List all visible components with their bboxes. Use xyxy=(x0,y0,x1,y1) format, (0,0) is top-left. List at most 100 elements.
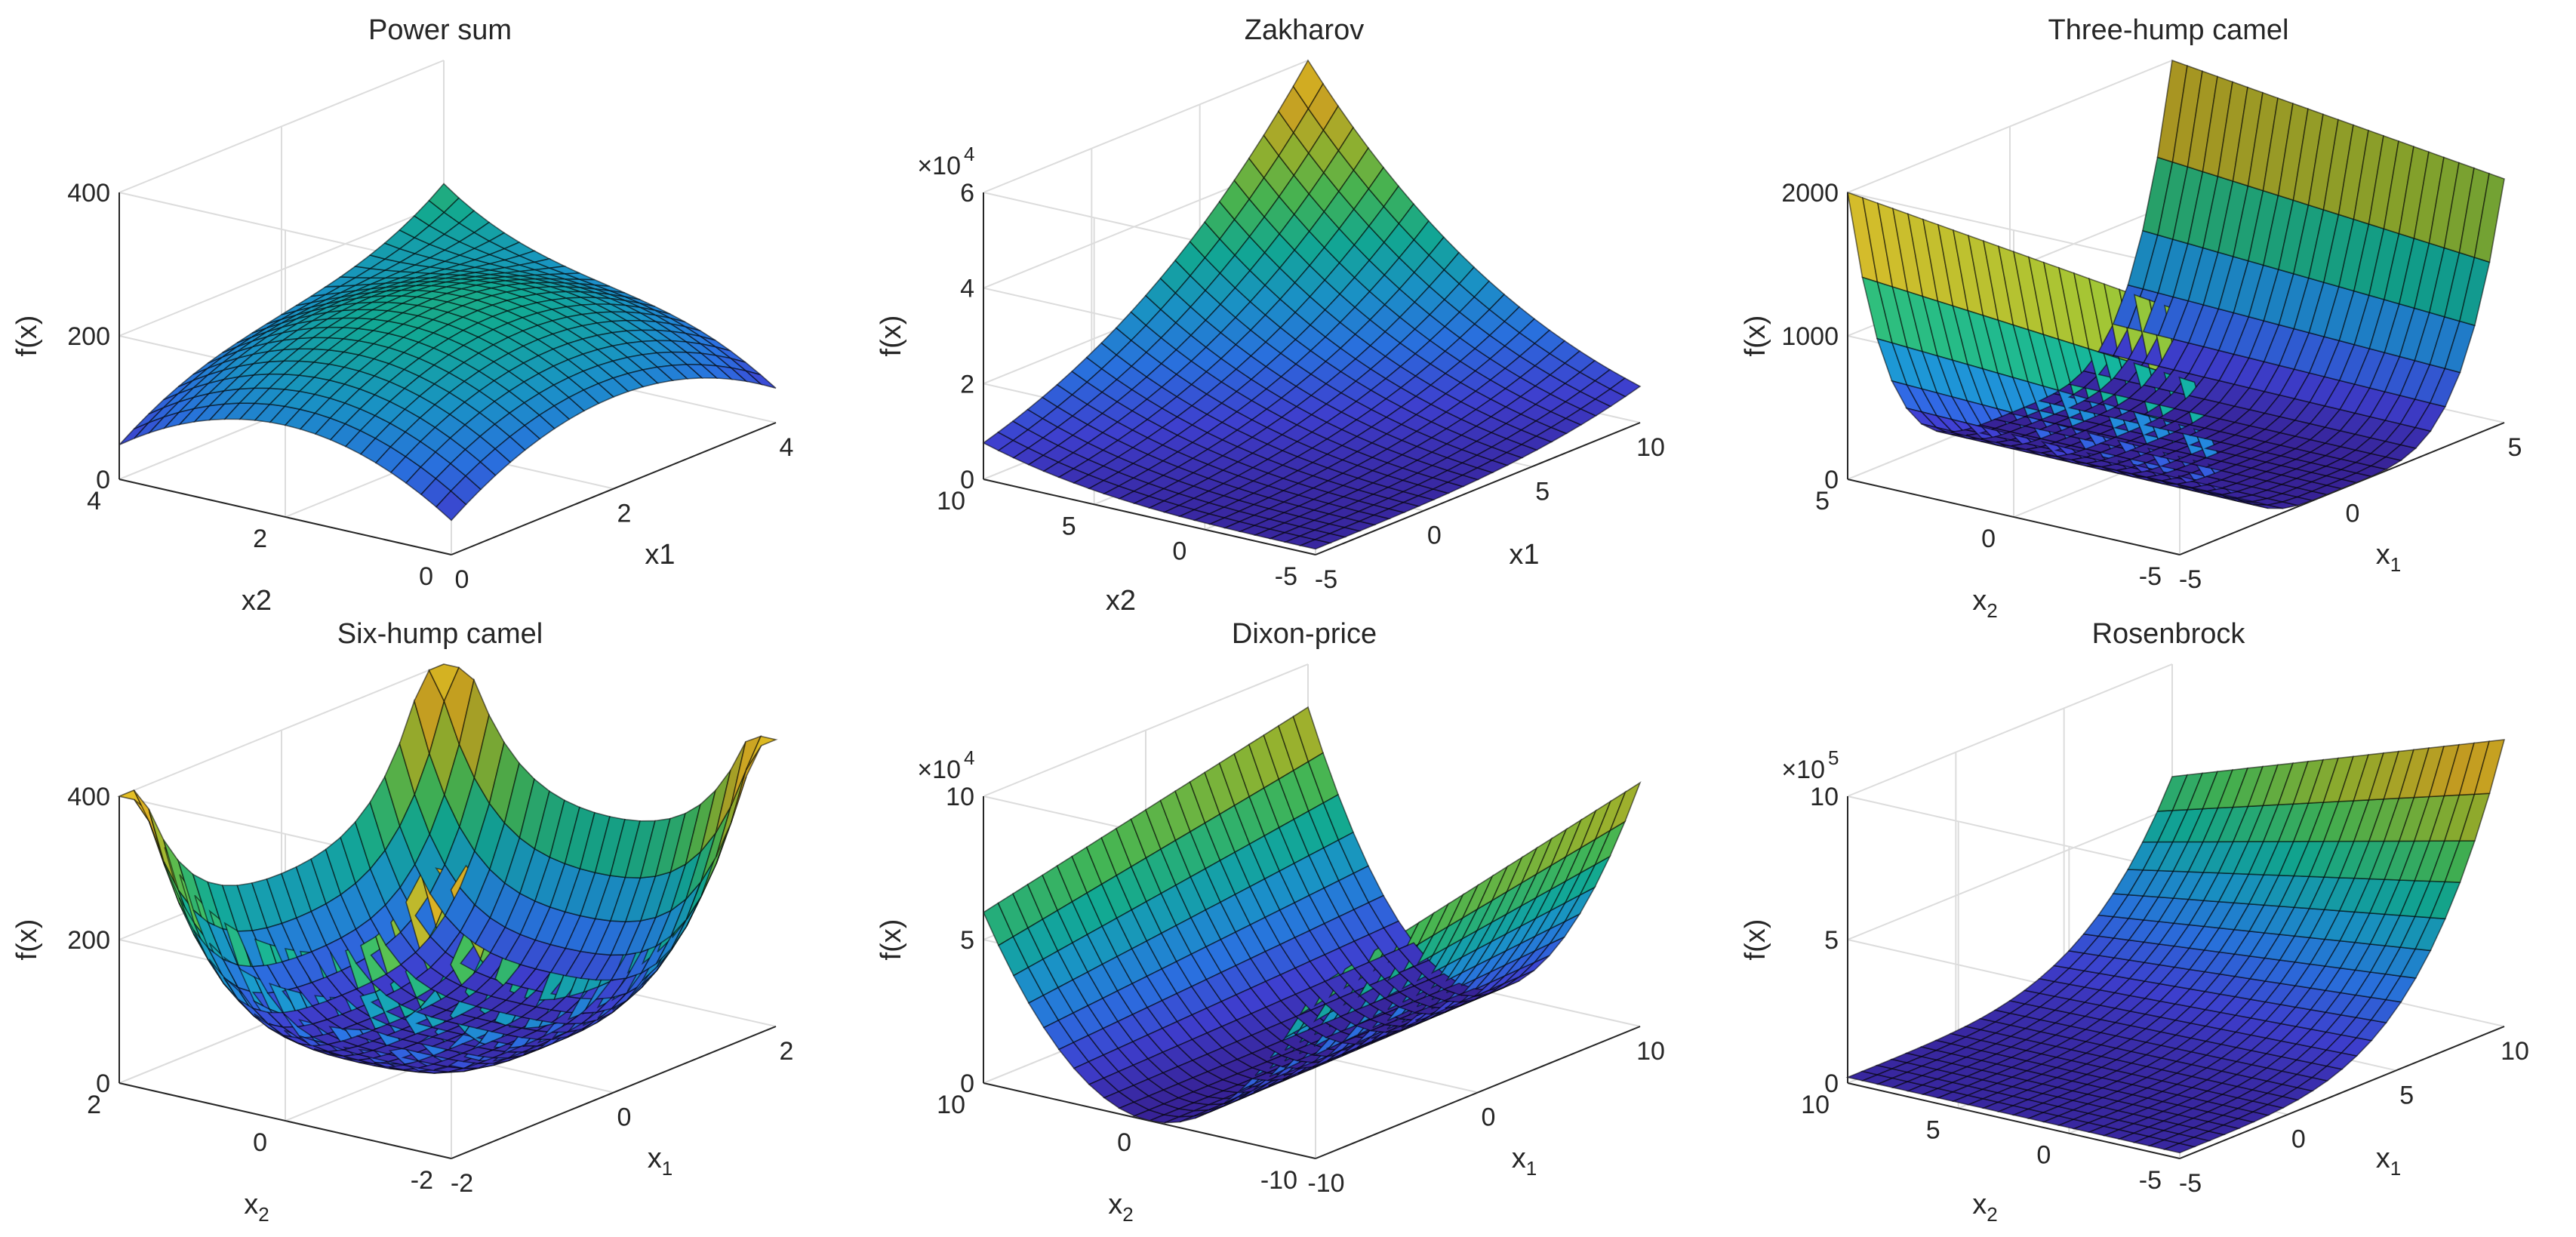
x-tick-label: 0 xyxy=(1427,522,1442,550)
y-tick-label: 2 xyxy=(87,1091,101,1119)
chart-title: Power sum xyxy=(368,14,512,46)
y-axis-label: x2 xyxy=(1972,1189,1997,1226)
z-tick-label: 200 xyxy=(67,322,110,351)
x-tick-label: 10 xyxy=(1636,433,1665,462)
y-tick-label: 0 xyxy=(419,562,433,591)
x-axis-label: x1 xyxy=(2376,539,2401,576)
x-tick-label: -2 xyxy=(451,1169,473,1198)
axes-six-hump-camel xyxy=(118,796,777,1159)
z-axis-label: f(x) xyxy=(11,315,43,357)
y-tick-label: 10 xyxy=(937,1091,965,1119)
z-tick-label: 400 xyxy=(67,783,110,811)
x-tick-label: -10 xyxy=(1307,1169,1344,1198)
x-axis-line xyxy=(1315,1026,1641,1159)
y-tick-label: 0 xyxy=(1981,525,1996,553)
y-tick-label: -5 xyxy=(1275,562,1297,591)
z-axis-label: f(x) xyxy=(1740,919,1771,961)
surface-patch xyxy=(745,370,777,389)
x-tick-label: 0 xyxy=(455,565,469,594)
z-tick-label: 200 xyxy=(67,926,110,955)
y-axis-label-subscript: 2 xyxy=(1987,1203,1997,1226)
y-axis-label-subscript: 2 xyxy=(1987,599,1997,622)
y-axis-line xyxy=(118,1082,452,1159)
x-tick-label: 0 xyxy=(2346,500,2360,528)
x-tick-label: 5 xyxy=(2508,433,2522,462)
y-tick-label: 0 xyxy=(2036,1141,2051,1170)
z-tick-label: 0 xyxy=(960,466,974,494)
x-axis-label-subscript: 1 xyxy=(1526,1157,1537,1180)
z-tick-label: 10 xyxy=(946,783,974,811)
y-tick-label: -5 xyxy=(2139,1166,2162,1195)
z-multiplier: ×10 xyxy=(1781,755,1825,784)
z-tick-label: 0 xyxy=(1824,1069,1839,1098)
y-tick-label: 0 xyxy=(1172,537,1186,566)
z-axis-label: f(x) xyxy=(876,315,907,357)
surface-patch xyxy=(2473,739,2506,795)
y-tick-label: -10 xyxy=(1260,1166,1297,1195)
z-tick-label: 0 xyxy=(1824,466,1839,494)
x-axis-line xyxy=(1315,422,1641,555)
y-tick-label: -5 xyxy=(2139,562,2162,591)
axes-rosenbrock xyxy=(1847,796,2505,1159)
axes-power-sum xyxy=(118,192,777,555)
x-tick-label: 5 xyxy=(2399,1081,2414,1109)
grid-line xyxy=(1847,795,2181,872)
x-axis-line xyxy=(451,422,777,555)
x-tick-label: -5 xyxy=(1315,565,1337,594)
grid-line xyxy=(1847,663,2173,797)
z-tick-label: 0 xyxy=(96,466,110,494)
x-axis-line xyxy=(2179,1026,2505,1159)
y-axis-label: x2 xyxy=(1106,585,1136,617)
x-axis-line xyxy=(2179,422,2505,555)
chart-title: Zakharov xyxy=(1245,14,1364,46)
y-tick-label: 2 xyxy=(253,525,267,553)
z-multiplier: ×10 xyxy=(917,755,961,784)
x-tick-label: 0 xyxy=(2291,1125,2306,1154)
x-axis-label: x1 xyxy=(2376,1143,2401,1180)
z-tick-label: 0 xyxy=(960,1069,974,1098)
y-tick-label: 10 xyxy=(937,487,965,515)
surface-dixon-price xyxy=(982,706,1642,1124)
x-axis-label: x1 xyxy=(1512,1143,1537,1180)
y-axis-line xyxy=(1847,478,2181,555)
axes-zakharov xyxy=(983,192,1641,555)
y-tick-label: 0 xyxy=(253,1128,267,1157)
x-axis-label-subscript: 1 xyxy=(2390,1157,2401,1180)
z-multiplier-exponent: 5 xyxy=(1828,746,1839,769)
y-axis-label: x2 xyxy=(1972,585,1997,622)
x-axis-label: x1 xyxy=(648,1143,672,1180)
chart-title: Six-hump camel xyxy=(337,618,543,650)
y-axis-label: x2 xyxy=(1108,1189,1133,1226)
x-tick-label: 10 xyxy=(2501,1037,2529,1066)
z-tick-label: 5 xyxy=(960,926,974,955)
x-axis-line xyxy=(451,1026,777,1159)
z-multiplier: ×10 xyxy=(917,152,961,180)
grid-line xyxy=(983,60,1309,193)
chart-title: Rosenbrock xyxy=(2092,618,2246,650)
axes-three-hump-camel xyxy=(1847,192,2505,555)
surface-patch xyxy=(1608,781,1642,832)
y-axis-label-subscript: 2 xyxy=(258,1203,269,1226)
axes-dixon-price xyxy=(983,796,1641,1159)
y-tick-label: 5 xyxy=(1926,1115,1940,1144)
surface-zakharov xyxy=(982,59,1642,550)
y-tick-label: 4 xyxy=(87,487,101,515)
z-tick-label: 10 xyxy=(1810,783,1839,811)
y-tick-label: 5 xyxy=(1815,487,1830,515)
surface-three-hump-camel xyxy=(1846,59,2505,509)
z-tick-label: 2000 xyxy=(1781,179,1839,208)
surface-patch xyxy=(2473,172,2505,263)
x-tick-label: -5 xyxy=(2179,565,2202,594)
x-tick-label: 0 xyxy=(617,1103,632,1132)
x-tick-label: 5 xyxy=(1535,477,1550,506)
z-multiplier-exponent: 4 xyxy=(964,143,974,165)
z-tick-label: 2 xyxy=(960,370,974,398)
y-axis-line xyxy=(1847,1082,2181,1159)
y-axis-label-subscript: 2 xyxy=(1122,1203,1133,1226)
z-axis-label: f(x) xyxy=(876,919,907,961)
